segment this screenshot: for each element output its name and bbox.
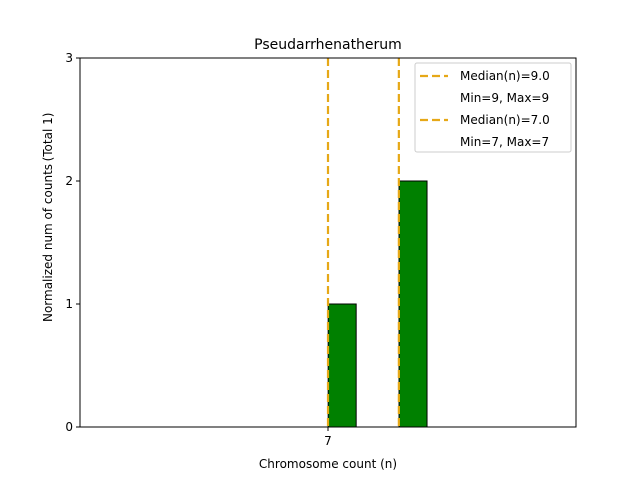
legend-label-0: Median(n)=9.0 bbox=[460, 69, 550, 83]
bar-0 bbox=[327, 303, 357, 428]
chart-title: Pseudarrhenatherum bbox=[254, 37, 402, 53]
legend-box bbox=[414, 62, 572, 153]
y-tick-label-2: 2 bbox=[65, 174, 73, 188]
x-axis-label: Chromosome count (n) bbox=[259, 457, 397, 471]
legend-label-1: Median(n)=7.0 bbox=[460, 113, 550, 127]
bar-1 bbox=[398, 180, 428, 428]
y-tick-label-3: 3 bbox=[65, 51, 73, 65]
legend-sublabel-0: Min=9, Max=9 bbox=[460, 91, 549, 105]
y-tick-label-0: 0 bbox=[65, 420, 73, 434]
y-axis-total-note: (Total 1) bbox=[41, 113, 55, 162]
legend: Median(n)=9.0 Min=9, Max=9 Median(n)=7.0 Mi… bbox=[414, 62, 572, 153]
y-axis-label: Normalized num of counts bbox=[41, 164, 55, 322]
x-tick-label-0: 7 bbox=[324, 434, 332, 448]
legend-sublabel-1: Min=7, Max=7 bbox=[460, 135, 549, 149]
y-tick-label-1: 1 bbox=[65, 297, 73, 311]
